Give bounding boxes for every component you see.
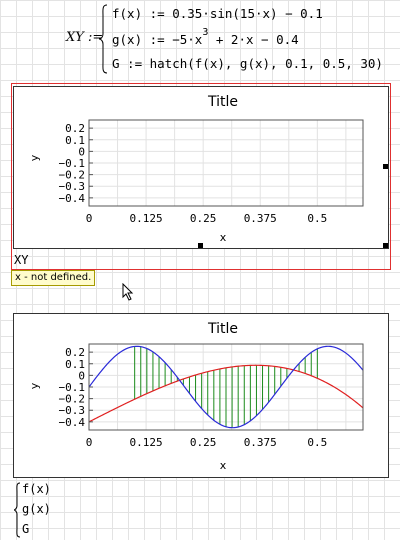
definition-line-g-pre: g(x) := −5·x [112,32,203,47]
y-tick-label: −0.4 [59,192,86,205]
plot1-grid [88,120,363,206]
definition-brace [98,4,108,74]
x-tick-label: 0.25 [190,436,217,449]
plot2-series-f [88,345,364,429]
x-tick-label: 0.125 [130,436,163,449]
definition-line-g-post: + 2·x − 0.4 [208,32,299,47]
plot1-x-ticks: 0 0.125 0.25 0.375 0.5 [86,212,328,225]
list-brace [13,482,21,538]
x-tick-label: 0 [86,212,93,225]
x-tick-label: 0.5 [307,436,327,449]
x-tick-label: 0.5 [307,212,327,225]
plot2-svg[interactable]: Title 0.20.10−0.1−0.2−0.3−0.4 0 0.125 0.25… [14,314,388,477]
y-tick-label: 0 [78,369,85,382]
x-tick-label: 0.375 [244,212,277,225]
y-tick-label: 0 [78,145,85,158]
y-tick-label: 0.1 [65,134,85,147]
plot2-series-g [88,364,364,423]
plot1-y-axis-label: y [28,154,41,161]
resize-handle-right[interactable] [383,164,388,169]
x-tick-label: 0 [86,436,93,449]
plot2-hatch-lines [134,346,318,428]
y-tick-label: −0.3 [59,404,86,417]
plot2-x-ticks: 0 0.125 0.25 0.375 0.5 [86,436,328,449]
error-tooltip: x - not defined. [11,270,96,286]
definition-line-g-exponent: 3 [202,27,209,38]
definition-line-hatch[interactable]: G := hatch(f(x), g(x), 0.1, 0.5, 30) [112,56,383,71]
plot1-expression[interactable]: XY [14,253,29,267]
y-tick-label: 0.2 [65,346,85,359]
resize-handle-bottom[interactable] [198,243,203,248]
plot1-x-axis-label: x [220,231,227,244]
plot1-title: Title [207,94,238,110]
resize-handle-corner[interactable] [383,243,388,248]
plot2-x-axis-label: x [220,459,227,472]
y-tick-label: 0.1 [65,358,85,371]
plot1-selection-border[interactable] [11,83,391,270]
y-tick-label: 0.2 [65,122,85,135]
definition-name: XY := [66,30,104,45]
definition-line-g[interactable]: g(x) := −5·x3 + 2·x − 0.4 [112,27,299,47]
y-tick-label: −0.2 [59,169,86,182]
y-tick-label: −0.1 [59,381,86,394]
plot1-y-ticks: 0.20.10−0.1−0.2−0.3−0.4 [59,122,93,205]
plot1-frame[interactable]: Title 0.2 0.1 0 −0.1 −0.2 −0.3 −0.4 0 0.125 0.25… [13,86,389,249]
plot2-y-ticks: 0.20.10−0.1−0.2−0.3−0.4 [59,346,93,429]
y-tick-label: −0.2 [59,393,86,406]
y-tick-label: −0.3 [59,180,86,193]
list-item-g[interactable]: g(x) [22,502,51,516]
y-tick-label: −0.4 [59,416,86,429]
x-tick-label: 0.375 [244,436,277,449]
x-tick-label: 0.25 [190,212,217,225]
definition-block[interactable]: XY := f(x) := 0.35·sin(15·x) − 0.1 g(x) … [66,2,400,76]
plot2-frame[interactable]: Title 0.2 0.1 0 −0.1 −0.2 −0.3 −0.4 0 0.125 0.25… [13,313,389,478]
plot1-svg[interactable]: Title 0.20.10−0.1−0.2−0.3−0.4 0 0.125 0.25… [14,87,388,248]
plot2-y-axis-label: y [28,382,41,389]
mouse-cursor-icon [122,283,134,301]
list-item-G[interactable]: G [22,522,30,536]
definition-line-f[interactable]: f(x) := 0.35·sin(15·x) − 0.1 [112,6,323,21]
y-tick-label: −0.1 [59,157,86,170]
x-tick-label: 0.125 [130,212,163,225]
list-item-f[interactable]: f(x) [22,482,51,496]
plot2-title: Title [207,321,238,337]
